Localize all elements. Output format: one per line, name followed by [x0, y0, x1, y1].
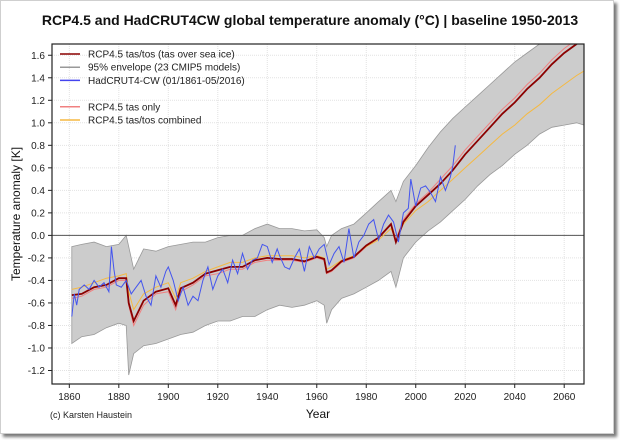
x-tick-label: 2000	[405, 392, 428, 403]
y-tick-label: -1.0	[28, 343, 46, 354]
x-tick-label: 1920	[207, 392, 230, 403]
y-tick-label: -0.8	[28, 321, 46, 332]
series-line-rcp4-5-tas-tos-combined	[71, 70, 584, 311]
x-axis-label: Year	[306, 407, 330, 421]
axes: 1860 1880 1900 1920 1940 1960 1980 2000 2020 2040…	[28, 43, 585, 403]
x-tick-label: 1880	[108, 392, 131, 403]
x-tick-label: 1900	[157, 392, 180, 403]
legend-label: RCP4.5 tas only	[88, 102, 160, 113]
y-tick-label: 0.4	[31, 186, 45, 197]
y-tick-label: -1.2	[28, 366, 46, 377]
legend-label: RCP4.5 tas/tos combined	[88, 116, 201, 127]
series-line-hadcrut4-cw-01-1861-05-2016	[71, 145, 456, 317]
credit-text: (c) Karsten Haustein	[50, 410, 132, 420]
x-tick-label: 2020	[454, 392, 477, 403]
legend-label: 95% envelope (23 CMIP5 models)	[88, 63, 240, 74]
y-tick-label: -0.4	[28, 276, 46, 287]
chart-title: RCP4.5 and HadCRUT4CW global temperature…	[41, 12, 579, 28]
x-tick-label: 2040	[504, 392, 527, 403]
legend: RCP4.5 tas/tos (tas over sea ice) 95% env…	[60, 50, 245, 127]
y-tick-label: 1.0	[31, 118, 45, 129]
legend-label: HadCRUT4-CW (01/1861-05/2016)	[88, 76, 245, 87]
y-axis-label: Temperature anomaly [K]	[9, 147, 23, 281]
y-tick-label: 0.2	[31, 208, 45, 219]
series-line-rcp4-5-tas-tos-tas-over-sea-ice	[71, 44, 579, 324]
x-tick-label: 1860	[58, 392, 81, 403]
legend-label: RCP4.5 tas/tos (tas over sea ice)	[88, 50, 235, 61]
x-tick-label: 1960	[306, 392, 329, 403]
y-tick-label: -0.6	[28, 298, 46, 309]
y-tick-label: 0.0	[31, 231, 45, 242]
y-tick-label: 1.6	[31, 51, 45, 62]
x-tick-label: 1980	[355, 392, 378, 403]
y-tick-label: -0.2	[28, 253, 46, 264]
x-tick-label: 2060	[553, 392, 576, 403]
y-tick-label: 1.4	[31, 73, 45, 84]
y-tick-label: 0.6	[31, 163, 45, 174]
series-layer	[71, 44, 584, 327]
plot-border	[51, 43, 585, 385]
x-tick-label: 1940	[256, 392, 279, 403]
y-tick-label: 1.2	[31, 96, 45, 107]
y-tick-label: 0.8	[31, 141, 45, 152]
